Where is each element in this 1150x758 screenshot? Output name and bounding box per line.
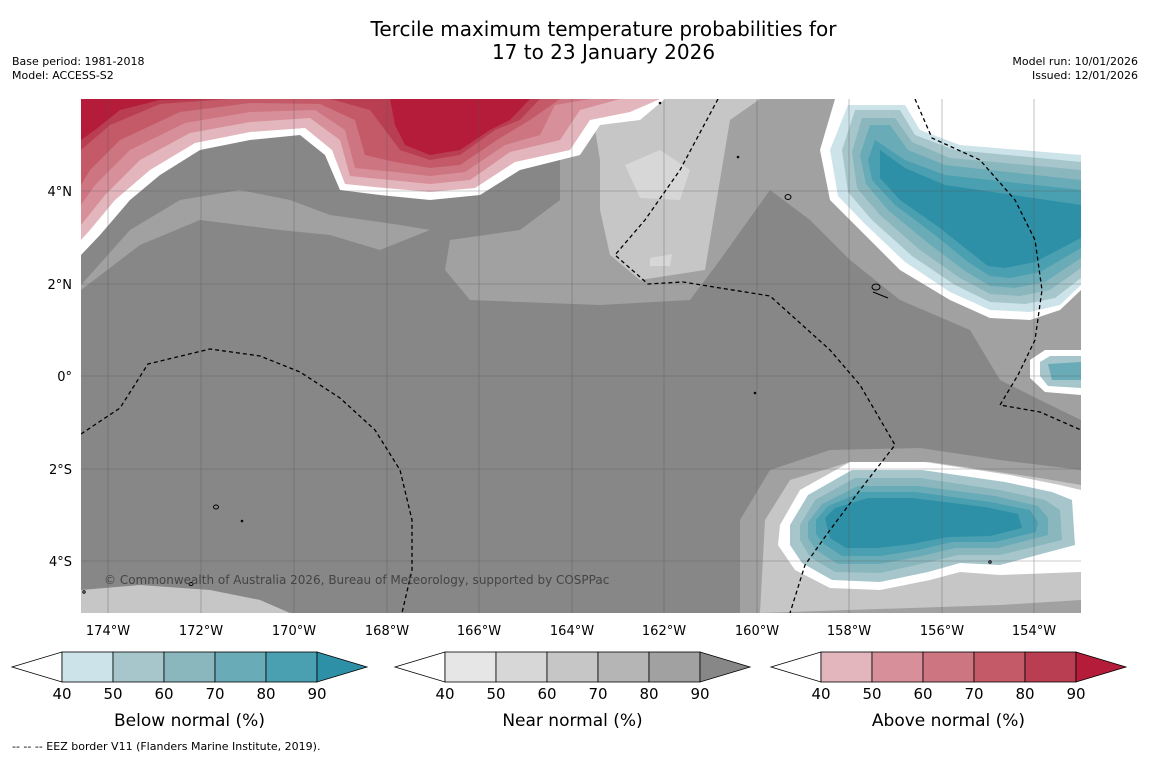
near-normal-tick: 70 [588,685,607,703]
lon-tick: 162°W [642,624,686,639]
above-normal-tick: 60 [913,685,932,703]
below-normal-tick: 70 [205,685,224,703]
near-normal-70-southwest [81,585,290,613]
below-normal-segment [112,651,165,683]
near-normal-60-north [625,150,690,200]
above-normal-segment [922,651,975,683]
lat-tick: 4°S [49,555,72,570]
issued-date: Issued: 12/01/2026 [1031,69,1138,82]
near-normal-segment [648,651,701,683]
lon-tick: 172°W [179,624,223,639]
above-normal-label: Above normal (%) [872,711,1025,731]
colorbar-below-normal: 40 50 60 70 80 90 Below normal (%) [10,651,369,731]
near-normal-60-spot [650,254,672,266]
colorbar-above-normal: 40 50 60 70 80 90 Above normal (%) [769,651,1128,731]
near-normal-tick: 60 [537,685,556,703]
latitude-ticks: 4°N 2°N 0° 2°S 4°S [48,185,73,570]
lon-tick: 174°W [86,624,130,639]
near-normal-tick: 80 [639,685,658,703]
below-normal-ne-90 [880,150,1081,268]
colorbar-near-normal: 40 50 60 70 80 90 Near normal (%) [393,651,752,731]
above-normal-90-west [81,99,210,140]
near-normal-segment [546,651,599,683]
probability-map: © Commonwealth of Australia 2026, Bureau… [48,99,1081,639]
near-normal-extend-high [699,651,752,683]
near-normal-80-northwest [81,190,430,290]
model-name: Model: ACCESS-S2 [12,69,114,82]
below-normal-tick: 80 [256,685,275,703]
lon-tick: 160°W [735,624,779,639]
meta-left: Base period: 1981-2018 Model: ACCESS-S2 [12,55,144,83]
map-title: Tercile maximum temperature probabilitie… [0,18,1150,64]
near-normal-tick: 40 [435,685,454,703]
below-normal-tick: 90 [307,685,326,703]
above-normal-extend-high [1075,651,1128,683]
lat-tick: 4°N [48,185,73,200]
below-normal-extend-low [10,651,63,683]
longitude-ticks: 174°W 172°W 170°W 168°W 166°W 164°W 162°… [86,624,1056,639]
model-run: Model run: 10/01/2026 [1012,55,1138,68]
graticule [81,99,1081,613]
islands [82,101,992,594]
near-normal-tick: 50 [486,685,505,703]
below-normal-tick: 50 [103,685,122,703]
title-line-2: 17 to 23 January 2026 [491,40,716,64]
below-normal-segment [163,651,216,683]
lon-tick: 170°W [272,624,316,639]
eez-borders [81,99,1081,613]
below-normal-tick: 60 [154,685,173,703]
above-normal-tick: 80 [1015,685,1034,703]
colorbars: 40 50 60 70 80 90 Below normal (%) 40 50 60 70 80 9… [10,651,1128,731]
below-normal-segment [214,651,267,683]
near-normal-extend-low [393,651,446,683]
lon-tick: 158°W [827,624,871,639]
map-field: © Commonwealth of Australia 2026, Bureau… [81,99,1081,613]
title-line-1: Tercile maximum temperature probabilitie… [370,17,837,41]
below-normal-label: Below normal (%) [114,711,265,731]
above-normal-segment [820,651,873,683]
lat-tick: 2°S [49,463,72,478]
lat-tick: 2°N [48,278,73,293]
above-normal-tick: 70 [964,685,983,703]
above-normal-segment [871,651,924,683]
near-normal-tick: 90 [690,685,709,703]
below-normal-extend-high [316,651,369,683]
below-normal-segment [61,651,114,683]
near-normal-segment [597,651,650,683]
near-normal-segment [444,651,497,683]
near-normal-label: Near normal (%) [502,711,642,731]
below-normal-segment [265,651,318,683]
meta-right: Model run: 10/01/2026 Issued: 12/01/2026 [940,55,1138,83]
above-normal-tick: 90 [1066,685,1085,703]
above-normal-segment [1024,651,1077,683]
lat-tick: 0° [57,370,72,385]
below-normal-east-70 [1048,362,1081,380]
above-normal-tick: 40 [811,685,830,703]
below-normal-tick: 40 [52,685,71,703]
lon-tick: 168°W [365,624,409,639]
above-normal-extend-low [769,651,822,683]
below-normal-se-90 [825,498,1022,548]
copyright-notice: © Commonwealth of Australia 2026, Bureau… [104,573,609,587]
lon-tick: 164°W [550,624,594,639]
above-normal-segment [973,651,1026,683]
base-period: Base period: 1981-2018 [12,55,145,68]
above-normal-90-center [390,99,530,155]
above-normal-tick: 50 [862,685,881,703]
lon-tick: 154°W [1012,624,1056,639]
eez-legend-note: -- -- -- EEZ border V11 (Flanders Marine… [12,740,321,753]
lon-tick: 156°W [920,624,964,639]
near-normal-segment [495,651,548,683]
lon-tick: 166°W [457,624,501,639]
